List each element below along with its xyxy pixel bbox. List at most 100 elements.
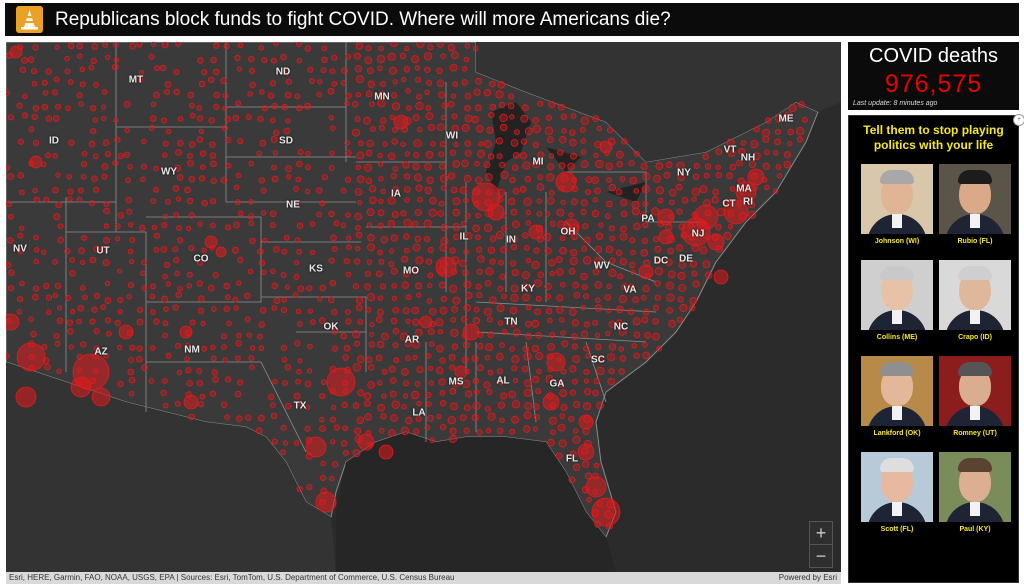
- county-bubble[interactable]: [452, 197, 461, 206]
- county-bubble[interactable]: [784, 151, 792, 159]
- county-bubble[interactable]: [416, 366, 424, 374]
- county-bubble[interactable]: [522, 345, 530, 353]
- county-bubble[interactable]: [269, 210, 277, 218]
- county-bubble[interactable]: [449, 427, 457, 435]
- county-bubble[interactable]: [681, 196, 689, 204]
- county-bubble[interactable]: [340, 80, 347, 86]
- county-bubble[interactable]: [423, 219, 432, 228]
- county-bubble[interactable]: [439, 423, 447, 431]
- county-bubble[interactable]: [69, 257, 75, 264]
- county-bubble[interactable]: [52, 186, 59, 194]
- county-bubble[interactable]: [652, 317, 659, 325]
- county-bubble[interactable]: [78, 100, 84, 107]
- county-bubble[interactable]: [546, 136, 554, 143]
- county-bubble[interactable]: [476, 125, 484, 133]
- county-bubble[interactable]: [447, 416, 456, 425]
- county-bubble[interactable]: [489, 235, 497, 243]
- county-bubble[interactable]: [387, 52, 396, 61]
- county-bubble[interactable]: [259, 139, 267, 147]
- county-bubble[interactable]: [560, 281, 566, 288]
- county-bubble[interactable]: [390, 92, 398, 99]
- county-bubble[interactable]: [377, 249, 384, 256]
- county-bubble[interactable]: [364, 283, 371, 291]
- county-bubble[interactable]: [461, 159, 469, 168]
- county-bubble[interactable]: [403, 66, 411, 73]
- county-bubble[interactable]: [41, 79, 48, 86]
- county-bubble[interactable]: [64, 248, 71, 255]
- county-bubble[interactable]: [474, 104, 482, 112]
- county-bubble[interactable]: [162, 140, 169, 147]
- county-bubble[interactable]: [523, 388, 533, 397]
- county-bubble[interactable]: [321, 174, 328, 181]
- county-bubble[interactable]: [80, 341, 87, 348]
- county-bubble[interactable]: [450, 51, 459, 60]
- county-bubble[interactable]: [774, 138, 781, 146]
- county-bubble[interactable]: [595, 355, 603, 363]
- county-bubble[interactable]: [270, 57, 277, 64]
- county-bubble[interactable]: [103, 353, 109, 359]
- county-bubble[interactable]: [666, 281, 675, 290]
- county-bubble[interactable]: [106, 330, 112, 337]
- county-bubble[interactable]: [580, 116, 589, 125]
- county-bubble[interactable]: [580, 208, 587, 216]
- county-bubble[interactable]: [519, 152, 528, 160]
- county-bubble[interactable]: [489, 103, 497, 111]
- county-bubble[interactable]: [501, 329, 508, 336]
- county-bubble[interactable]: [412, 114, 420, 122]
- county-bubble[interactable]: [199, 393, 206, 400]
- county-bubble[interactable]: [136, 42, 143, 48]
- county-bubble[interactable]: [532, 124, 541, 134]
- county-bubble[interactable]: [415, 328, 423, 337]
- county-bubble[interactable]: [413, 152, 420, 159]
- county-bubble[interactable]: [91, 43, 99, 50]
- county-bubble[interactable]: [363, 163, 373, 172]
- county-bubble[interactable]: [344, 139, 350, 146]
- county-bubble[interactable]: [594, 332, 601, 338]
- county-bubble[interactable]: [583, 378, 590, 384]
- county-bubble[interactable]: [129, 344, 136, 351]
- county-bubble[interactable]: [572, 427, 579, 434]
- county-bubble[interactable]: [392, 166, 399, 172]
- county-bubble[interactable]: [293, 273, 300, 280]
- county-bubble[interactable]: [340, 333, 347, 340]
- county-bubble[interactable]: [343, 258, 350, 265]
- county-bubble[interactable]: [549, 331, 556, 338]
- county-bubble[interactable]: [52, 115, 60, 122]
- county-bubble[interactable]: [328, 115, 334, 121]
- county-bubble[interactable]: [261, 105, 268, 112]
- county-bubble[interactable]: [410, 390, 420, 400]
- county-bubble[interactable]: [382, 141, 388, 147]
- county-bubble[interactable]: [117, 153, 124, 160]
- county-bubble[interactable]: [223, 282, 231, 290]
- county-bubble[interactable]: [344, 176, 352, 183]
- county-bubble[interactable]: [30, 330, 37, 338]
- county-bubble[interactable]: [141, 364, 148, 371]
- county-bubble[interactable]: [594, 257, 602, 265]
- county-bubble[interactable]: [454, 365, 468, 379]
- county-bubble[interactable]: [340, 440, 348, 447]
- county-bubble[interactable]: [631, 207, 640, 216]
- county-bubble[interactable]: [391, 186, 400, 194]
- county-bubble[interactable]: [317, 296, 323, 302]
- county-bubble[interactable]: [582, 223, 589, 230]
- county-bubble[interactable]: [715, 171, 723, 179]
- county-bubble[interactable]: [569, 257, 578, 266]
- county-bubble[interactable]: [619, 355, 627, 362]
- county-bubble[interactable]: [520, 138, 528, 145]
- county-bubble[interactable]: [91, 175, 98, 183]
- county-bubble[interactable]: [81, 161, 88, 168]
- county-bubble[interactable]: [113, 57, 120, 63]
- county-bubble[interactable]: [405, 416, 413, 425]
- county-bubble[interactable]: [537, 151, 545, 159]
- county-bubble[interactable]: [248, 55, 255, 63]
- county-bubble[interactable]: [341, 401, 348, 409]
- county-bubble[interactable]: [677, 173, 685, 182]
- county-bubble[interactable]: [329, 150, 335, 156]
- county-bubble[interactable]: [784, 111, 793, 120]
- county-bubble[interactable]: [750, 140, 759, 149]
- county-bubble[interactable]: [524, 402, 532, 410]
- county-bubble[interactable]: [187, 197, 194, 205]
- county-bubble[interactable]: [319, 416, 325, 423]
- county-bubble[interactable]: [620, 199, 628, 207]
- county-bubble[interactable]: [295, 308, 302, 314]
